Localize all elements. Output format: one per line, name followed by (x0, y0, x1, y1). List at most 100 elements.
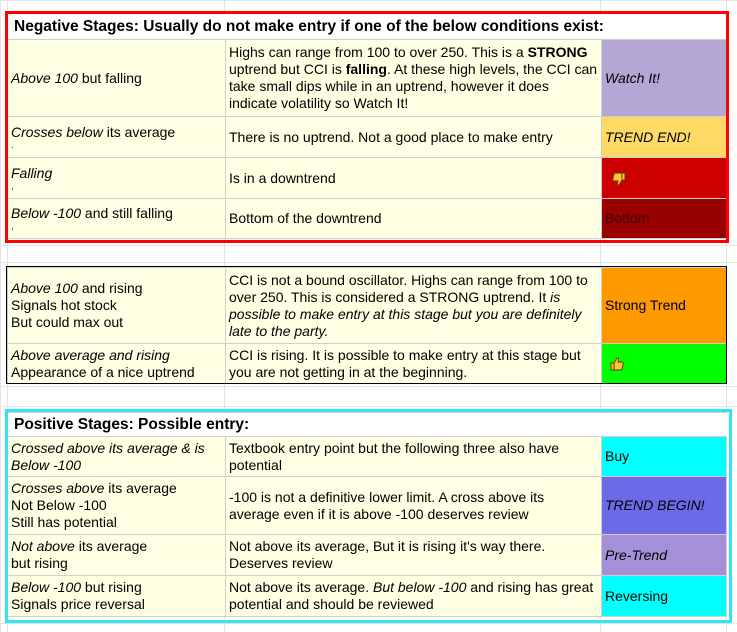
negative-status-0: Watch It! (600, 39, 728, 117)
text-run: But below -100 (372, 579, 467, 595)
gridline (0, 406, 737, 407)
status-label: TREND END! (605, 128, 691, 145)
gridline (0, 623, 737, 624)
text-run: and rising has great potential and shoul… (229, 579, 594, 612)
text-line: Still has potential (11, 514, 222, 531)
text-run: and still falling (81, 205, 173, 221)
text-run: is possible to make entry at this stage … (229, 288, 582, 339)
text-line: Above 100 and rising (11, 280, 222, 297)
negative-condition-3: Below -100 and still falling, (7, 198, 226, 239)
positive-status-3: Reversing (600, 575, 728, 617)
cell-mark: , (11, 221, 14, 232)
status-label: Bottom (605, 210, 650, 226)
middle-stages-table: Above 100 and rising Signals hot stock But… (7, 267, 727, 384)
text-run: Highs can range from 100 to over 250. Th… (229, 44, 528, 60)
text-run: Signals hot stock (11, 297, 117, 313)
positive-condition-3: Below -100 but rising Signals price rever… (7, 575, 226, 617)
text-line: Not above its average (11, 538, 222, 555)
positive-status-0: Buy (600, 436, 728, 477)
positive-stages-heading: Positive Stages: Possible entry: (6, 412, 727, 437)
text-line: Crosses above its average (11, 480, 222, 497)
text-run: STRONG (527, 44, 588, 60)
thumbs-down-icon (612, 172, 626, 186)
text-line: Crossed above its average & is Below -10… (11, 440, 222, 474)
positive-condition-0: Crossed above its average & is Below -10… (7, 436, 226, 477)
status-label: Watch It! (605, 69, 660, 86)
positive-status-2: Pre-Trend (600, 534, 728, 576)
negative-stages-table: Negative Stages: Usually do not make ent… (6, 13, 728, 239)
gridline (0, 386, 737, 387)
cell-mark: . (11, 139, 14, 151)
text-line: Below -100 but rising (11, 579, 222, 596)
positive-stages-table: Positive Stages: Possible entry: Crossed… (6, 412, 728, 617)
cell-mark: , (11, 180, 14, 192)
text-run: falling (345, 61, 387, 77)
text-run: but falling (77, 69, 142, 86)
text-run: Crosses below (11, 123, 103, 140)
text-run: its average (104, 480, 177, 496)
text-run: Bottom of the downtrend (229, 210, 382, 226)
text-line: Signals hot stock (11, 297, 222, 314)
positive-description-1: -100 is not a definitive lower limit. A … (225, 476, 602, 535)
text-run: Appearance of a nice uptrend (11, 363, 195, 380)
text-run: its average (74, 538, 148, 554)
middle-status-1 (601, 343, 727, 384)
text-run: and rising (77, 280, 143, 296)
text-run: Not above its average. (229, 579, 373, 595)
middle-description-0: CCI is not a bound oscillator. Highs can… (225, 267, 602, 344)
negative-status-2 (600, 157, 728, 199)
gridline (0, 262, 737, 263)
negative-condition-2: Falling, (7, 157, 226, 199)
text-run: There is no uptrend. Not a good place to… (229, 128, 553, 145)
positive-condition-2: Not above its average but rising (7, 534, 226, 576)
text-run: Not above its average, But it is rising … (229, 538, 546, 571)
text-run: . At these high levels, the CCI can take… (229, 61, 598, 111)
text-run: but rising (81, 579, 142, 595)
positive-description-2: Not above its average, But it is rising … (225, 534, 602, 576)
middle-status-0: Strong Trend (601, 267, 727, 344)
text-run: Above average and rising (11, 346, 170, 363)
status-label: Buy (605, 448, 630, 464)
positive-status-1: TREND BEGIN! (600, 476, 728, 535)
negative-status-3: Bottom (600, 198, 728, 239)
text-run: Signals price reversal (11, 596, 145, 612)
negative-condition-1: Crosses below its average. (7, 116, 226, 158)
middle-condition-1: Above average and rising Appearance of a … (7, 343, 226, 384)
text-line: Appearance of a nice uptrend (11, 364, 222, 381)
positive-description-3: Not above its average. But below -100 an… (225, 575, 602, 617)
negative-stages-heading: Negative Stages: Usually do not make ent… (6, 13, 728, 40)
status-label: Reversing (605, 587, 669, 604)
text-run: Below -100 (11, 579, 82, 595)
text-line: But could max out (11, 314, 222, 331)
status-label: Strong Trend (605, 297, 686, 313)
text-run: But could max out (11, 314, 124, 330)
status-label: TREND BEGIN! (605, 497, 705, 513)
middle-description-1: CCI is rising. It is possible to make en… (225, 343, 602, 384)
positive-description-0: Textbook entry point but the following t… (225, 436, 602, 477)
text-run: Textbook entry point but the following t… (229, 439, 559, 473)
text-run: Crosses above (11, 480, 105, 496)
text-run: Above 100 (11, 280, 78, 296)
text-run: uptrend but CCI is (229, 61, 346, 77)
negative-description-1: There is no uptrend. Not a good place to… (225, 116, 602, 158)
text-run: Is in a downtrend (229, 169, 336, 186)
text-run: Above 100 (11, 69, 78, 86)
text-run: CCI is not a bound oscillator. Highs can… (229, 271, 588, 305)
status-label: Pre-Trend (605, 546, 667, 563)
negative-description-0: Highs can range from 100 to over 250. Th… (225, 39, 602, 117)
text-line: Not Below -100 (11, 497, 222, 514)
text-run: Falling (11, 164, 53, 181)
negative-condition-0: Above 100 but falling (7, 39, 226, 117)
negative-description-2: Is in a downtrend (225, 157, 602, 199)
text-run: but rising (11, 555, 68, 571)
text-run: Still has potential (11, 514, 117, 530)
text-line: Signals price reversal (11, 596, 222, 613)
text-run: -100 is not a definitive lower limit. A … (229, 488, 545, 522)
gridline (0, 245, 737, 246)
text-line: Above average and rising (11, 347, 222, 364)
text-run: Below -100 (11, 205, 82, 221)
text-line: but rising (11, 555, 222, 572)
text-run: Crossed above its average & is Below -10… (11, 439, 205, 473)
text-run: its average (102, 123, 176, 140)
positive-condition-1: Crosses above its average Not Below -100 S… (7, 476, 226, 535)
